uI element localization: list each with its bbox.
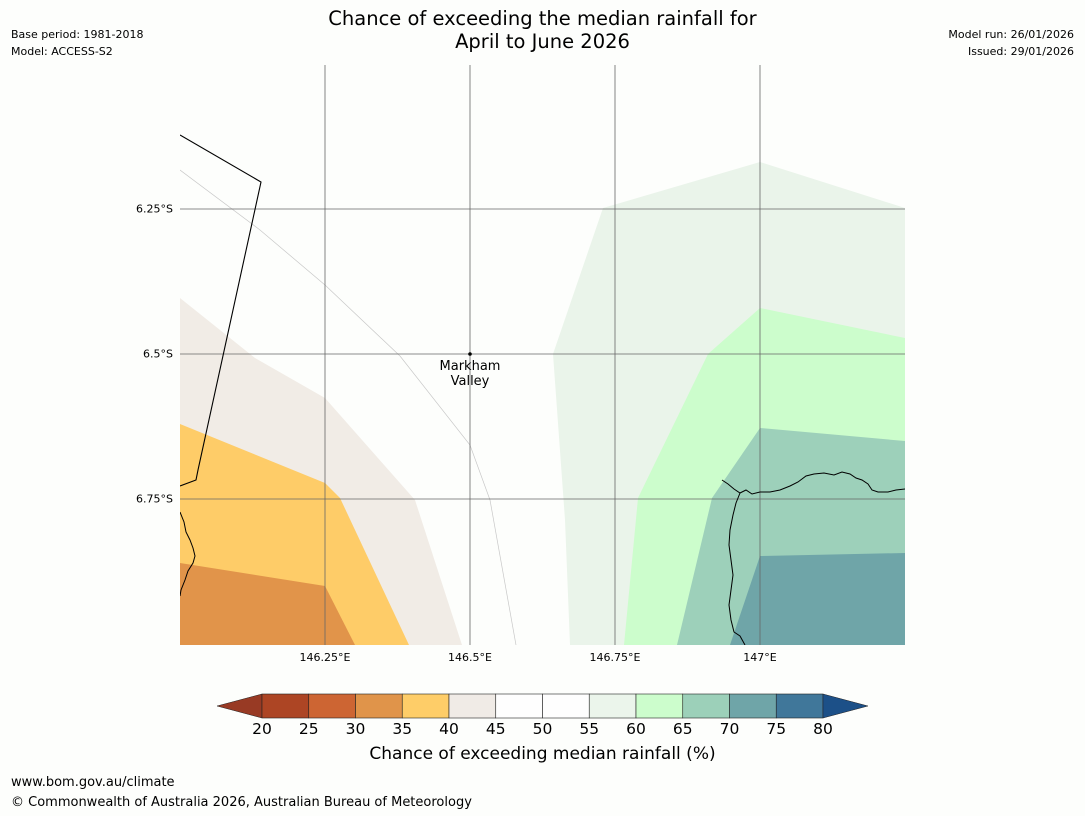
colorbar-tick-35: 35: [392, 720, 413, 738]
colorbar-tick-20: 20: [252, 720, 272, 738]
contour-line: [180, 169, 517, 645]
colorbar-tick-65: 65: [672, 720, 693, 738]
colorbar-tick-40: 40: [439, 720, 459, 738]
colorbar-over-arrow: [822, 693, 869, 719]
place-label-markham-valley: Markham Valley: [440, 359, 501, 389]
lat-label-6-75: 6.75°S: [136, 492, 173, 506]
colorbar-cell-70-75: [729, 693, 777, 719]
coastline-east-south: [728, 492, 746, 645]
colorbar-cells: [261, 693, 824, 719]
lon-label-147: 147°E: [743, 651, 777, 664]
colorbar-cell-65-70: [682, 693, 730, 719]
lon-label-146-5: 146.5°E: [448, 651, 492, 664]
colorbar-under-arrow: [216, 693, 263, 719]
footer-copyright: © Commonwealth of Australia 2026, Austra…: [11, 795, 472, 810]
colorbar-cell-60-65: [635, 693, 684, 719]
colorbar-cell-55-60: [588, 693, 637, 719]
map-area: [180, 65, 905, 645]
border-line: [180, 134, 262, 487]
colorbar-cell-20-25: [261, 693, 310, 719]
colorbar-title: Chance of exceeding median rainfall (%): [369, 744, 716, 764]
colorbar-cell-25-30: [308, 693, 356, 719]
place-name-line-1: Markham: [439, 359, 501, 374]
colorbar-tick-75: 75: [766, 720, 787, 738]
colorbar-cell-35-40: [401, 693, 450, 719]
colorbar-cell-45-50: [495, 693, 543, 719]
lon-label-146-75: 146.75°E: [589, 651, 641, 664]
colorbar-tick-55: 55: [579, 720, 600, 738]
colorbar-tick-45: 45: [485, 720, 506, 738]
title-line-2: April to June 2026: [455, 30, 630, 53]
chart-title: Chance of exceeding the median rainfall …: [0, 7, 1085, 53]
lat-label-6-25: 6.25°S: [136, 202, 173, 216]
colorbar-tick-30: 30: [345, 720, 366, 738]
model-name-text: Model: ACCESS-S2: [11, 45, 113, 58]
base-period-text: Base period: 1981-2018: [11, 28, 144, 41]
coastline-east: [721, 471, 905, 495]
markham-valley-marker: [468, 352, 472, 356]
colorbar-cell-50-55: [542, 693, 590, 719]
colorbar: [216, 693, 869, 719]
place-name-line-2: Valley: [450, 374, 490, 389]
colorbar-cell-75-80: [775, 693, 824, 719]
colorbar-cell-40-45: [448, 693, 497, 719]
colorbar-tick-25: 25: [298, 720, 319, 738]
run-info: Model run: 26/01/2026 Issued: 29/01/2026: [948, 26, 1074, 60]
colorbar-tick-70: 70: [719, 720, 740, 738]
colorbar-tick-60: 60: [626, 720, 646, 738]
footer-url: www.bom.gov.au/climate: [11, 775, 175, 790]
colorbar-tick-50: 50: [532, 720, 553, 738]
zone-30-35: [180, 563, 355, 645]
zone-70-75: [730, 553, 905, 645]
model-info: Base period: 1981-2018 Model: ACCESS-S2: [11, 26, 143, 60]
colorbar-cell-30-35: [355, 693, 403, 719]
issued-text: Issued: 29/01/2026: [967, 45, 1074, 58]
model-run-text: Model run: 26/01/2026: [948, 28, 1074, 41]
colorbar-tick-80: 80: [813, 720, 833, 738]
coastline-west: [180, 511, 196, 597]
lon-label-146-25: 146.25°E: [299, 651, 351, 664]
title-line-1: Chance of exceeding the median rainfall …: [328, 7, 757, 30]
lat-label-6-5: 6.5°S: [143, 347, 173, 361]
